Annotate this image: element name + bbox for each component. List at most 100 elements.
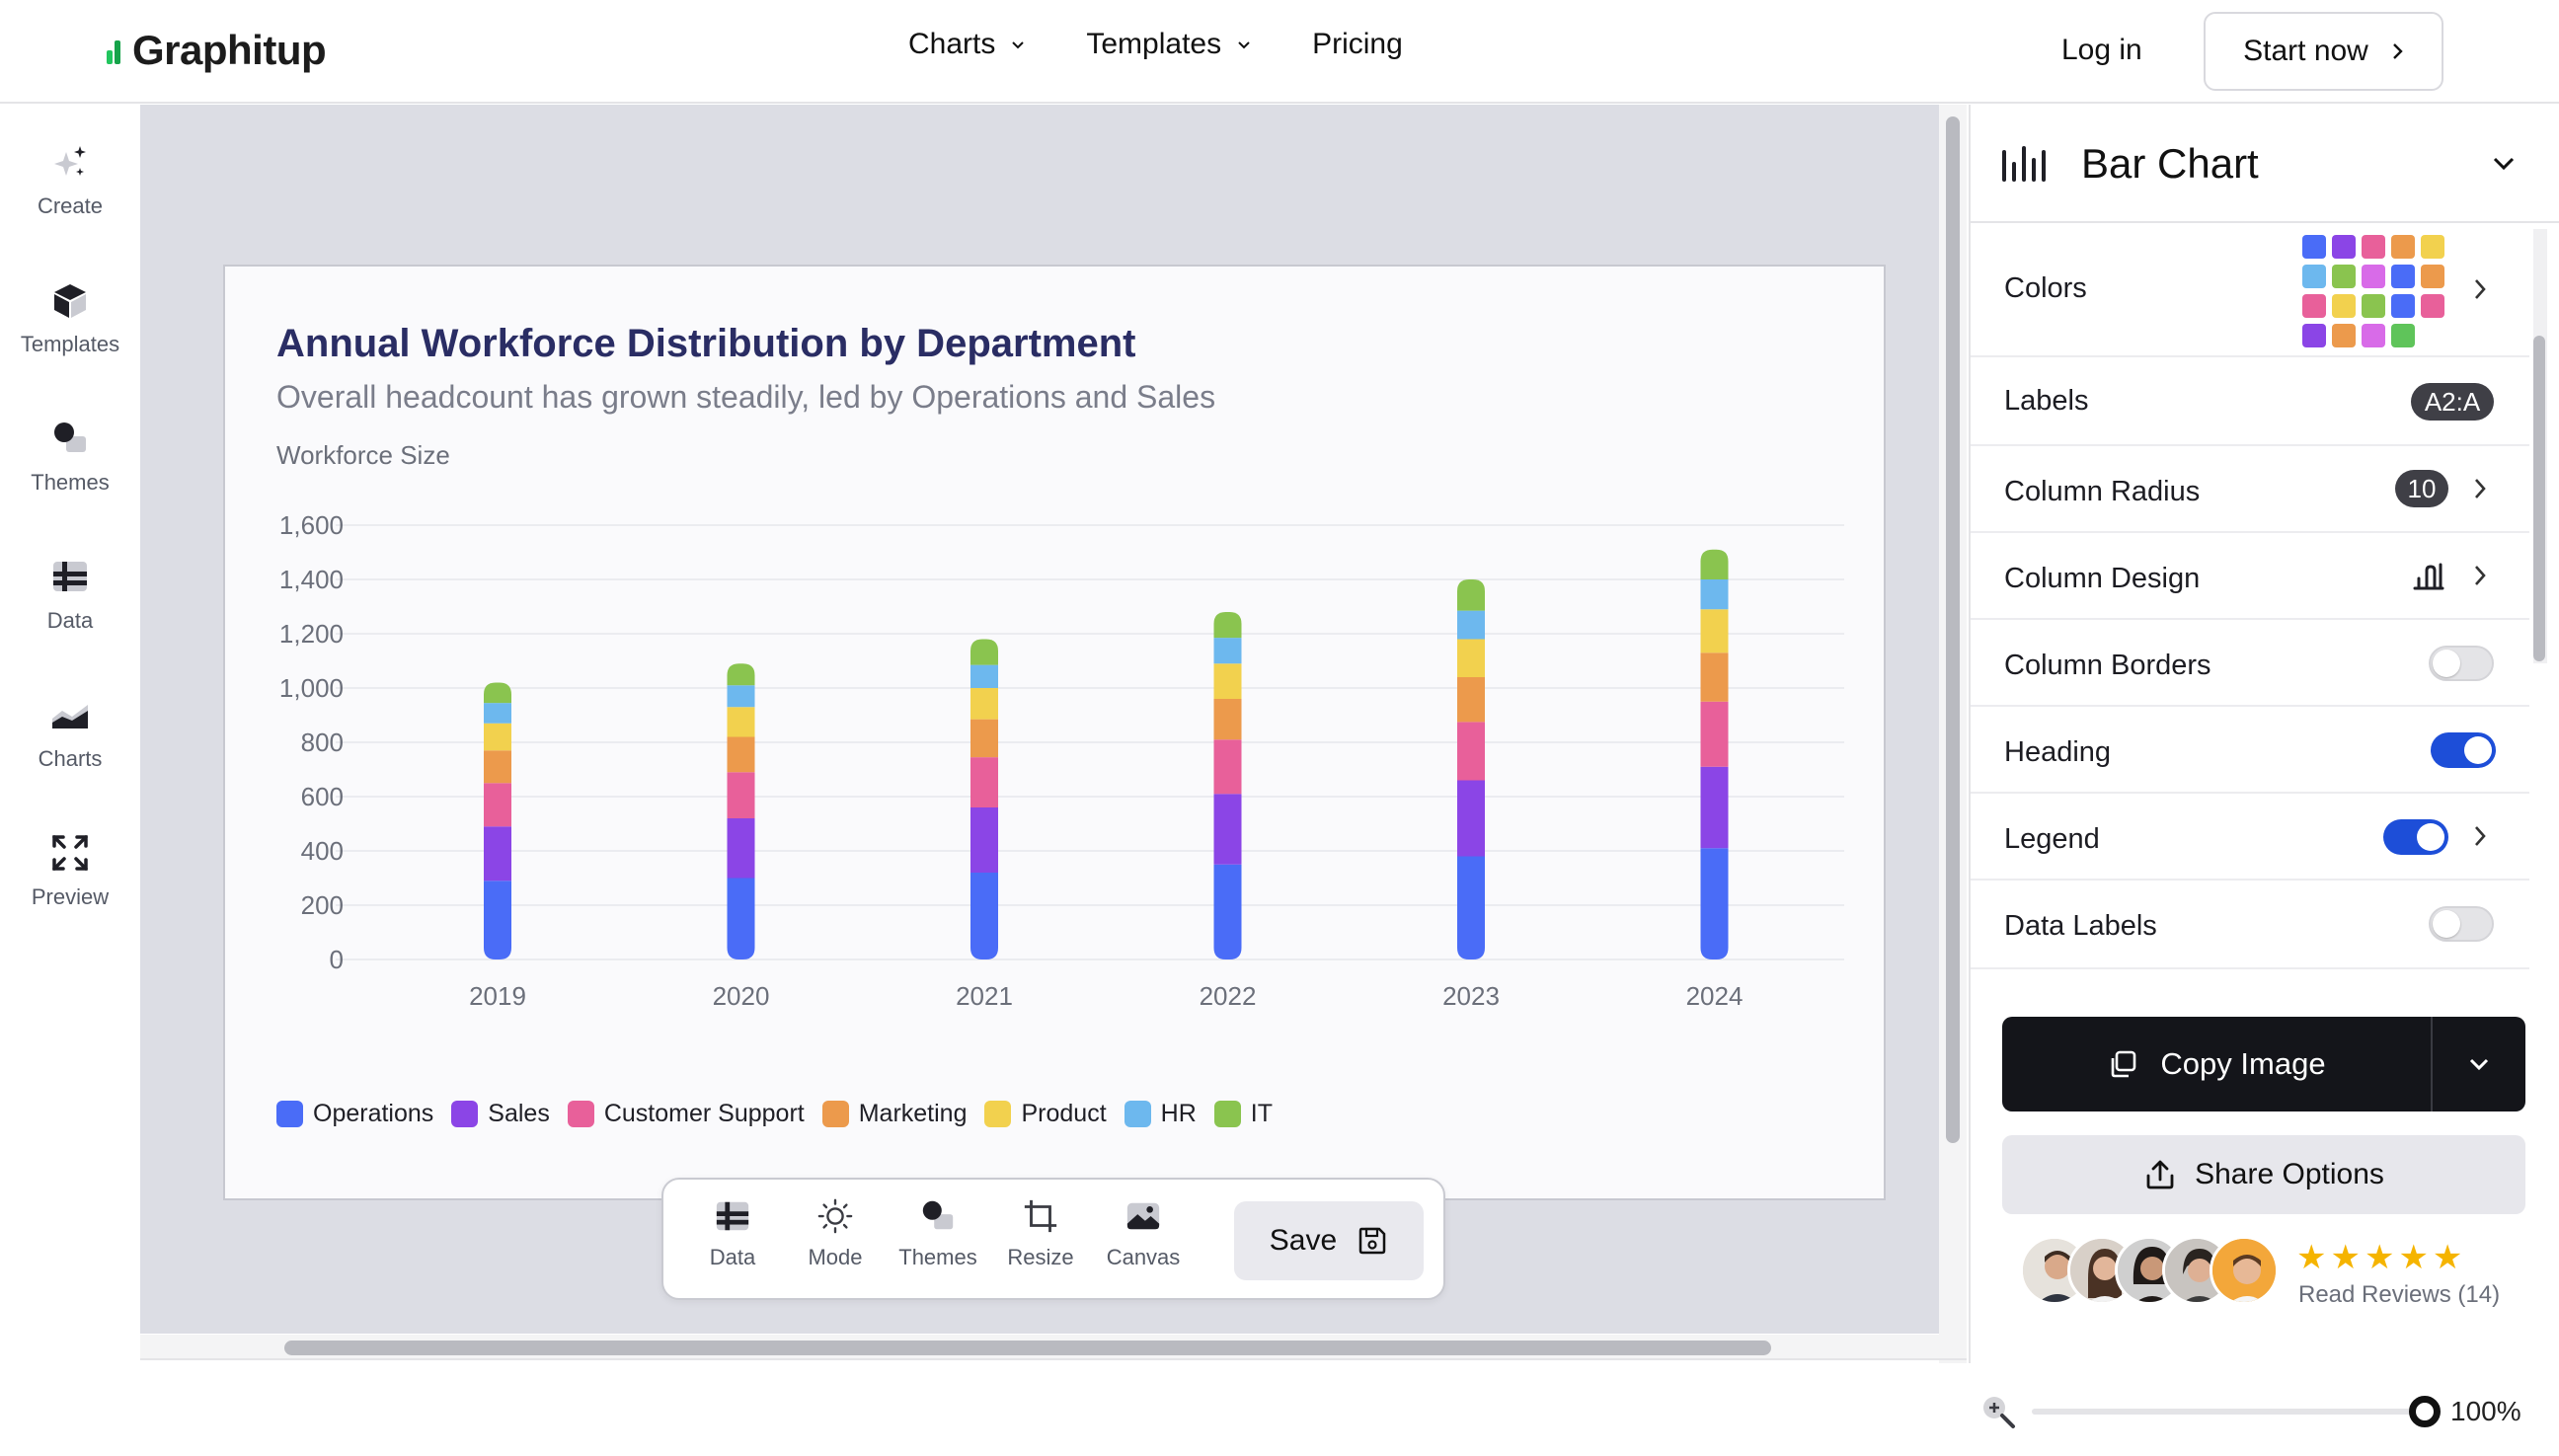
column-borders-toggle[interactable] xyxy=(2429,646,2494,681)
bar-segment-marketing-2019[interactable] xyxy=(484,750,511,784)
bar-segment-it-2024[interactable] xyxy=(1700,549,1729,579)
bar-segment-customer-support-2019[interactable] xyxy=(484,783,511,827)
sidebar-item-charts[interactable]: Charts xyxy=(0,695,140,772)
zoom-slider-track[interactable] xyxy=(2032,1409,2423,1415)
setting-colors[interactable]: Colors xyxy=(1971,225,2529,357)
sidebar-item-themes[interactable]: Themes xyxy=(0,419,140,496)
sidebar-item-preview[interactable]: Preview xyxy=(0,833,140,910)
toolbar-mode-button[interactable]: Mode xyxy=(786,1197,885,1270)
toolbar-data-button[interactable]: Data xyxy=(683,1197,782,1270)
bar-segment-sales-2023[interactable] xyxy=(1457,780,1485,857)
legend-item[interactable]: Operations xyxy=(276,1100,433,1128)
bar-segment-it-2021[interactable] xyxy=(970,639,998,665)
bar-segment-sales-2020[interactable] xyxy=(727,818,755,879)
chart-type-selector[interactable]: Bar Chart xyxy=(1971,105,2559,223)
save-label: Save xyxy=(1269,1224,1338,1257)
chart-card[interactable]: Annual Workforce Distribution by Departm… xyxy=(223,265,1886,1200)
bar-segment-hr-2024[interactable] xyxy=(1700,579,1729,610)
legend-item[interactable]: Product xyxy=(984,1100,1107,1128)
bar-segment-marketing-2024[interactable] xyxy=(1700,652,1729,702)
logo[interactable]: Graphitup xyxy=(107,22,327,79)
scrollbar-thumb[interactable] xyxy=(284,1341,1771,1355)
legend-item[interactable]: Sales xyxy=(451,1100,550,1128)
bar-segment-marketing-2023[interactable] xyxy=(1457,677,1485,723)
panel-scrollbar[interactable] xyxy=(2533,229,2547,663)
bar-segment-sales-2019[interactable] xyxy=(484,826,511,881)
toolbar-themes-button[interactable]: Themes xyxy=(889,1197,987,1270)
bar-segment-product-2020[interactable] xyxy=(727,707,755,737)
toolbar-canvas-button[interactable]: Canvas xyxy=(1094,1197,1193,1270)
copy-image-button[interactable]: Copy Image xyxy=(2002,1017,2431,1111)
read-reviews-link[interactable]: Read Reviews (14) xyxy=(2298,1281,2501,1308)
bar-segment-it-2023[interactable] xyxy=(1457,579,1485,611)
setting-column-design[interactable]: Column Design xyxy=(1971,533,2529,620)
bar-segment-it-2020[interactable] xyxy=(727,663,755,686)
setting-legend[interactable]: Legend xyxy=(1971,794,2529,881)
setting-heading[interactable]: Heading xyxy=(1971,707,2529,794)
legend-item[interactable]: Customer Support xyxy=(567,1100,805,1128)
bar-segment-marketing-2021[interactable] xyxy=(970,719,998,758)
canvas-horizontal-scrollbar[interactable] xyxy=(140,1335,1967,1360)
sidebar-item-create[interactable]: Create xyxy=(0,142,140,219)
copy-options-dropdown[interactable] xyxy=(2433,1017,2525,1111)
legend-item[interactable]: Marketing xyxy=(821,1100,967,1128)
bar-segment-sales-2022[interactable] xyxy=(1213,794,1242,865)
bar-segment-sales-2021[interactable] xyxy=(970,807,998,873)
scrollbar-thumb[interactable] xyxy=(1946,116,1960,1143)
start-now-button[interactable]: Start now xyxy=(2204,12,2443,91)
nav-templates[interactable]: Templates xyxy=(1086,28,1253,61)
zoom-slider-handle[interactable] xyxy=(2409,1396,2441,1427)
bar-segment-hr-2019[interactable] xyxy=(484,703,511,724)
bar-segment-customer-support-2023[interactable] xyxy=(1457,722,1485,781)
bar-segment-product-2022[interactable] xyxy=(1213,663,1242,699)
setting-column-radius[interactable]: Column Radius 10 xyxy=(1971,446,2529,533)
left-sidebar: Create Templates Themes Data Charts xyxy=(0,105,140,1456)
zoom-in-icon[interactable] xyxy=(1978,1392,2018,1431)
scrollbar-thumb[interactable] xyxy=(2533,336,2545,661)
bar-segment-operations-2019[interactable] xyxy=(484,881,511,959)
legend-label: IT xyxy=(1250,1100,1273,1127)
canvas-vertical-scrollbar[interactable] xyxy=(1939,105,1967,1363)
bar-segment-operations-2023[interactable] xyxy=(1457,856,1485,960)
login-link[interactable]: Log in xyxy=(2061,34,2142,66)
bar-segment-hr-2020[interactable] xyxy=(727,685,755,708)
bar-segment-operations-2022[interactable] xyxy=(1213,864,1242,959)
sidebar-item-templates[interactable]: Templates xyxy=(0,280,140,357)
zoom-control: 100% xyxy=(1969,1364,2559,1456)
bar-segment-hr-2022[interactable] xyxy=(1213,638,1242,664)
bar-segment-product-2019[interactable] xyxy=(484,723,511,751)
bar-segment-marketing-2020[interactable] xyxy=(727,736,755,773)
bar-segment-customer-support-2021[interactable] xyxy=(970,757,998,807)
toolbar-resize-button[interactable]: Resize xyxy=(991,1197,1090,1270)
bar-segment-product-2021[interactable] xyxy=(970,688,998,720)
legend-toggle[interactable] xyxy=(2383,819,2448,855)
sidebar-item-data[interactable]: Data xyxy=(0,557,140,634)
bar-segment-it-2022[interactable] xyxy=(1213,612,1242,639)
setting-column-borders[interactable]: Column Borders xyxy=(1971,620,2529,707)
zoom-value: 100% xyxy=(2450,1396,2521,1426)
share-options-button[interactable]: Share Options xyxy=(2002,1135,2525,1214)
bar-segment-sales-2024[interactable] xyxy=(1700,766,1729,849)
legend-item[interactable]: IT xyxy=(1213,1100,1273,1128)
setting-data-labels[interactable]: Data Labels xyxy=(1971,881,2529,969)
heading-toggle[interactable] xyxy=(2431,732,2496,768)
bar-segment-customer-support-2022[interactable] xyxy=(1213,739,1242,795)
legend-item[interactable]: HR xyxy=(1124,1100,1197,1128)
bar-segment-operations-2020[interactable] xyxy=(727,878,755,960)
bar-segment-it-2019[interactable] xyxy=(484,682,511,704)
save-button[interactable]: Save xyxy=(1234,1201,1424,1280)
nav-charts[interactable]: Charts xyxy=(908,28,1027,61)
bar-segment-hr-2021[interactable] xyxy=(970,664,998,688)
bar-segment-product-2023[interactable] xyxy=(1457,639,1485,678)
bar-segment-operations-2021[interactable] xyxy=(970,873,998,959)
nav-pricing[interactable]: Pricing xyxy=(1312,28,1403,61)
setting-labels[interactable]: Labels A2:A xyxy=(1971,359,2529,446)
bar-segment-operations-2024[interactable] xyxy=(1700,848,1729,959)
bar-segment-hr-2023[interactable] xyxy=(1457,610,1485,640)
bar-segment-customer-support-2024[interactable] xyxy=(1700,701,1729,767)
bar-segment-product-2024[interactable] xyxy=(1700,609,1729,653)
data-labels-toggle[interactable] xyxy=(2429,906,2494,942)
bar-segment-customer-support-2020[interactable] xyxy=(727,772,755,818)
chart-settings-panel: Bar Chart Colors Labels A2:A Column Radi… xyxy=(1969,105,2559,1363)
bar-segment-marketing-2022[interactable] xyxy=(1213,699,1242,740)
